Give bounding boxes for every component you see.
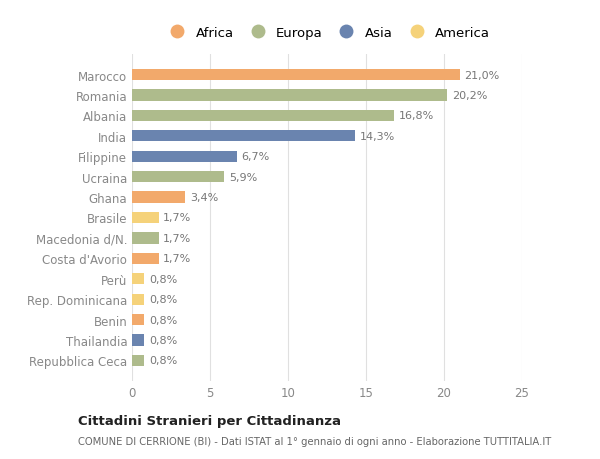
Bar — [132, 111, 394, 122]
Bar — [132, 213, 158, 224]
Bar — [132, 151, 236, 162]
Bar — [132, 172, 224, 183]
Bar — [132, 70, 460, 81]
Bar — [132, 192, 185, 203]
Bar — [132, 355, 145, 366]
Text: 0,8%: 0,8% — [149, 335, 178, 345]
Text: 5,9%: 5,9% — [229, 172, 257, 182]
Bar — [132, 90, 447, 101]
Bar — [132, 314, 145, 325]
Text: 0,8%: 0,8% — [149, 274, 178, 284]
Text: 1,7%: 1,7% — [163, 213, 191, 223]
Text: 0,8%: 0,8% — [149, 356, 178, 365]
Bar — [132, 131, 355, 142]
Text: 20,2%: 20,2% — [452, 91, 487, 101]
Text: Cittadini Stranieri per Cittadinanza: Cittadini Stranieri per Cittadinanza — [78, 414, 341, 428]
Text: 14,3%: 14,3% — [360, 132, 395, 141]
Text: 16,8%: 16,8% — [399, 111, 434, 121]
Text: 6,7%: 6,7% — [241, 152, 269, 162]
Bar — [132, 335, 145, 346]
Bar — [132, 253, 158, 264]
Bar — [132, 274, 145, 285]
Bar — [132, 294, 145, 305]
Text: 21,0%: 21,0% — [464, 71, 500, 80]
Text: 0,8%: 0,8% — [149, 295, 178, 304]
Text: 0,8%: 0,8% — [149, 315, 178, 325]
Text: 1,7%: 1,7% — [163, 233, 191, 243]
Text: 1,7%: 1,7% — [163, 254, 191, 264]
Bar — [132, 233, 158, 244]
Text: COMUNE DI CERRIONE (BI) - Dati ISTAT al 1° gennaio di ogni anno - Elaborazione T: COMUNE DI CERRIONE (BI) - Dati ISTAT al … — [78, 437, 551, 446]
Legend: Africa, Europa, Asia, America: Africa, Europa, Asia, America — [160, 22, 494, 44]
Text: 3,4%: 3,4% — [190, 193, 218, 203]
